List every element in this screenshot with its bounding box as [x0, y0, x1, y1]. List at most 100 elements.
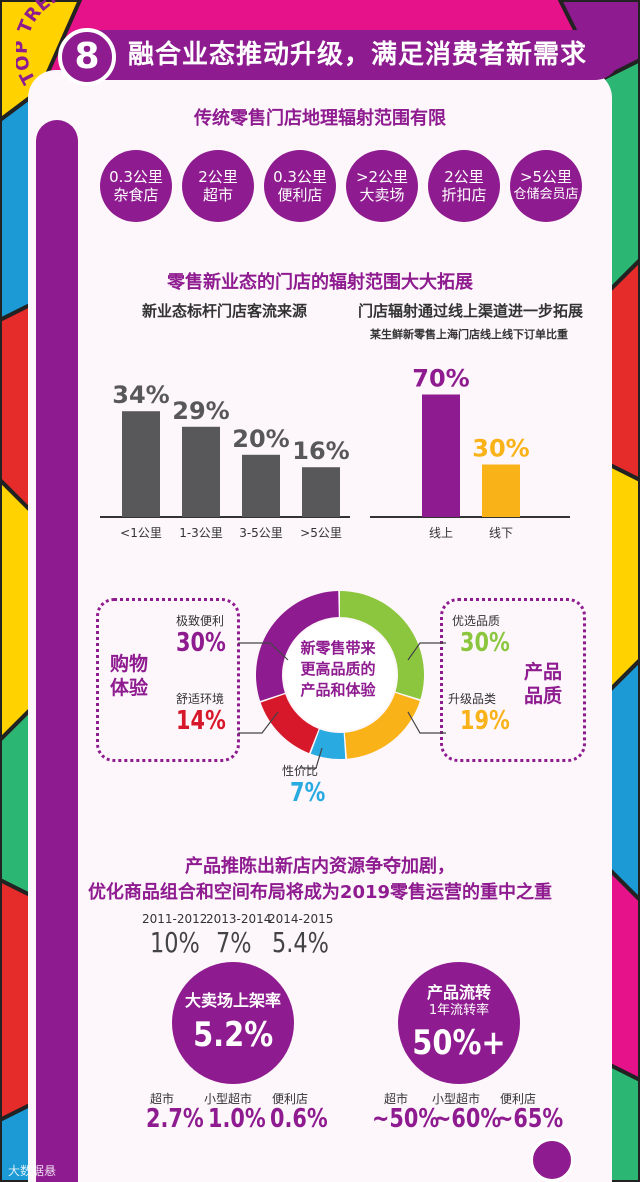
bar-value-label-2: 30% — [472, 435, 529, 463]
bar-1 — [122, 411, 160, 517]
donut-text-line2: 更高品质的 — [300, 660, 376, 678]
left-format-value-3: 0.6% — [270, 1104, 328, 1134]
bar-value-label-2: 29% — [172, 397, 229, 425]
environment-value: 14% — [176, 706, 226, 736]
radius-circle-4: >2公里 大卖场 — [346, 150, 418, 222]
turnover-circle: 产品流转 1年流转率 50%+ — [398, 962, 520, 1084]
trend-number-badge: 8 — [58, 28, 116, 86]
radius-circle-format: 仓储会员店 — [513, 187, 579, 202]
section4-title-line2: 优化商品组合和空间布局将成为2019零售运营的重中之重 — [87, 882, 553, 903]
right-format-value-1: ~50% — [372, 1104, 440, 1134]
bar-3 — [242, 454, 280, 517]
year-period-3: 2014-2015 — [268, 912, 334, 926]
turnover-label1: 产品流转 — [426, 983, 491, 1002]
turnover-label2: 1年流转率 — [428, 1003, 490, 1018]
radius-circle-format: 便利店 — [277, 186, 323, 204]
radius-circle-distance: 2公里 — [198, 168, 238, 186]
donut-center-text: 新零售带来 更高品质的 产品和体验 — [283, 638, 393, 701]
radius-circle-6: >5公里 仓储会员店 — [510, 150, 582, 222]
shelf-rate-circle: 大卖场上架率 5.2% — [172, 962, 294, 1084]
donut-text-line3: 产品和体验 — [300, 681, 376, 699]
bar-2 — [482, 464, 520, 517]
section1-title: 传统零售门店地理辐射范围有限 — [194, 108, 446, 129]
left-format-label-3: 便利店 — [272, 1092, 309, 1106]
quality-label-line2: 品质 — [523, 685, 562, 707]
shopping-label-line1: 购物 — [109, 653, 148, 675]
product-quality-label: 产品 品质 — [518, 660, 568, 708]
donut-hole — [284, 619, 396, 731]
right-format-label-2: 小型超市 — [432, 1092, 481, 1106]
radius-circle-format: 折扣店 — [441, 186, 487, 204]
header-bar — [90, 30, 620, 80]
radius-circle-distance: >2公里 — [355, 168, 409, 186]
radius-circle-format: 超市 — [202, 186, 233, 204]
radius-circle-distance: 0.3公里 — [273, 168, 327, 186]
donut-slice-2 — [344, 692, 420, 759]
bar-4 — [302, 467, 340, 517]
radius-circle-distance: 2公里 — [444, 168, 484, 186]
left-accent-bar — [36, 120, 78, 1182]
shopping-experience-box — [96, 598, 240, 762]
category-label-1: 线上 — [429, 526, 453, 540]
radius-circle-2: 2公里 超市 — [182, 150, 254, 222]
left-format-value-1: 2.7% — [146, 1104, 204, 1134]
bar-value-label-4: 16% — [292, 437, 349, 465]
quality-label-line1: 产品 — [523, 661, 562, 683]
section4-title-line1: 产品推陈出新店内资源争夺加剧， — [185, 856, 455, 877]
donut-slice-3 — [310, 729, 346, 759]
donut-slice-1 — [340, 591, 424, 700]
convenience-label: 极致便利 — [176, 614, 225, 628]
convenience-value: 30% — [176, 628, 226, 658]
donut-slice-5 — [256, 591, 339, 701]
category-value: 19% — [460, 706, 510, 736]
right-format-label-3: 便利店 — [500, 1092, 537, 1106]
bar-value-label-1: 70% — [412, 365, 469, 393]
right-format-value-3: ~65% — [496, 1104, 564, 1134]
radius-circle-1: 0.3公里 杂食店 — [100, 150, 172, 222]
right-chart-title: 门店辐射通过线上渠道进一步拓展 — [358, 302, 584, 320]
category-label-2: 线下 — [489, 526, 513, 540]
quality-value: 30% — [460, 628, 510, 658]
page-title: 融合业态推动升级，满足消费者新需求 — [128, 40, 588, 70]
radius-circle-distance: >5公里 — [519, 168, 573, 186]
category-label-4: >5公里 — [300, 526, 342, 540]
quality-donut-chart — [256, 591, 424, 759]
donut-slice-4 — [260, 694, 319, 754]
year-value-2: 7% — [216, 926, 252, 959]
shelf-rate-value: 5.2% — [192, 1015, 274, 1055]
shopping-label-line2: 体验 — [109, 677, 148, 699]
bar-1 — [422, 394, 460, 517]
left-format-label-2: 小型超市 — [204, 1092, 253, 1106]
year-period-2: 2013-2014 — [206, 912, 272, 926]
year-value-1: 10% — [150, 926, 200, 959]
year-value-3: 5.4% — [272, 926, 329, 959]
turnover-value: 50%+ — [412, 1023, 506, 1063]
bar-value-label-3: 20% — [232, 425, 289, 453]
quality-label: 优选品质 — [452, 614, 501, 628]
shopping-experience-label: 购物 体验 — [104, 652, 154, 700]
left-format-label-1: 超市 — [150, 1092, 175, 1106]
right-format-value-2: ~60% — [434, 1104, 502, 1134]
radius-circle-3: 0.3公里 便利店 — [264, 150, 336, 222]
category-label: 升级品类 — [448, 692, 497, 706]
radius-circle-distance: 0.3公里 — [109, 168, 163, 186]
radius-circle-format: 杂食店 — [113, 186, 159, 204]
bar-2 — [182, 426, 220, 517]
left-format-value-2: 1.0% — [208, 1104, 266, 1134]
donut-text-line1: 新零售带来 — [300, 639, 376, 657]
watermark: 大数据悬 — [8, 1164, 57, 1178]
category-label-3: 3-5公里 — [239, 526, 283, 540]
online-offline-bar-chart: 70% 线上 30% 线下 — [370, 365, 570, 540]
right-format-label-1: 超市 — [384, 1092, 409, 1106]
globe-icon — [530, 1138, 574, 1182]
right-chart-note: 某生鲜新零售上海门店线上线下订单比重 — [370, 328, 568, 341]
product-quality-box — [440, 598, 586, 762]
radius-circle-5: 2公里 折扣店 — [428, 150, 500, 222]
value-for-money-value: 7% — [290, 778, 326, 808]
left-chart-title: 新业态标杆门店客流来源 — [142, 302, 308, 320]
category-label-1: <1公里 — [120, 526, 162, 540]
radius-circle-format: 大卖场 — [359, 186, 405, 204]
category-label-2: 1-3公里 — [179, 526, 223, 540]
traffic-source-bar-chart: 34% <1公里 29% 1-3公里 20% 3-5公里 16% >5公里 — [100, 381, 350, 540]
